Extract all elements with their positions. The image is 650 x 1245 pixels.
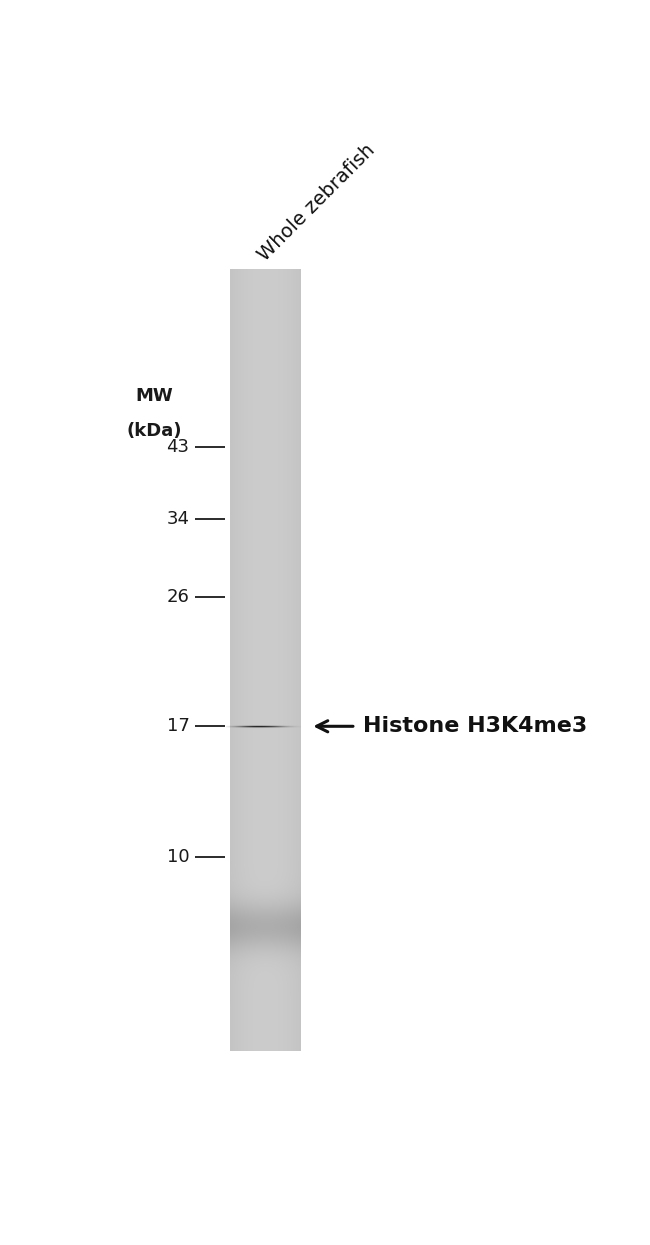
- Text: 26: 26: [166, 589, 190, 606]
- Text: (kDa): (kDa): [127, 422, 182, 441]
- Text: 17: 17: [166, 717, 190, 736]
- Text: 34: 34: [166, 510, 190, 528]
- Text: Histone H3K4me3: Histone H3K4me3: [363, 716, 588, 736]
- Text: Whole zebrafish: Whole zebrafish: [254, 141, 378, 264]
- Text: 43: 43: [166, 438, 190, 457]
- Text: MW: MW: [135, 387, 173, 405]
- Text: 10: 10: [167, 848, 190, 865]
